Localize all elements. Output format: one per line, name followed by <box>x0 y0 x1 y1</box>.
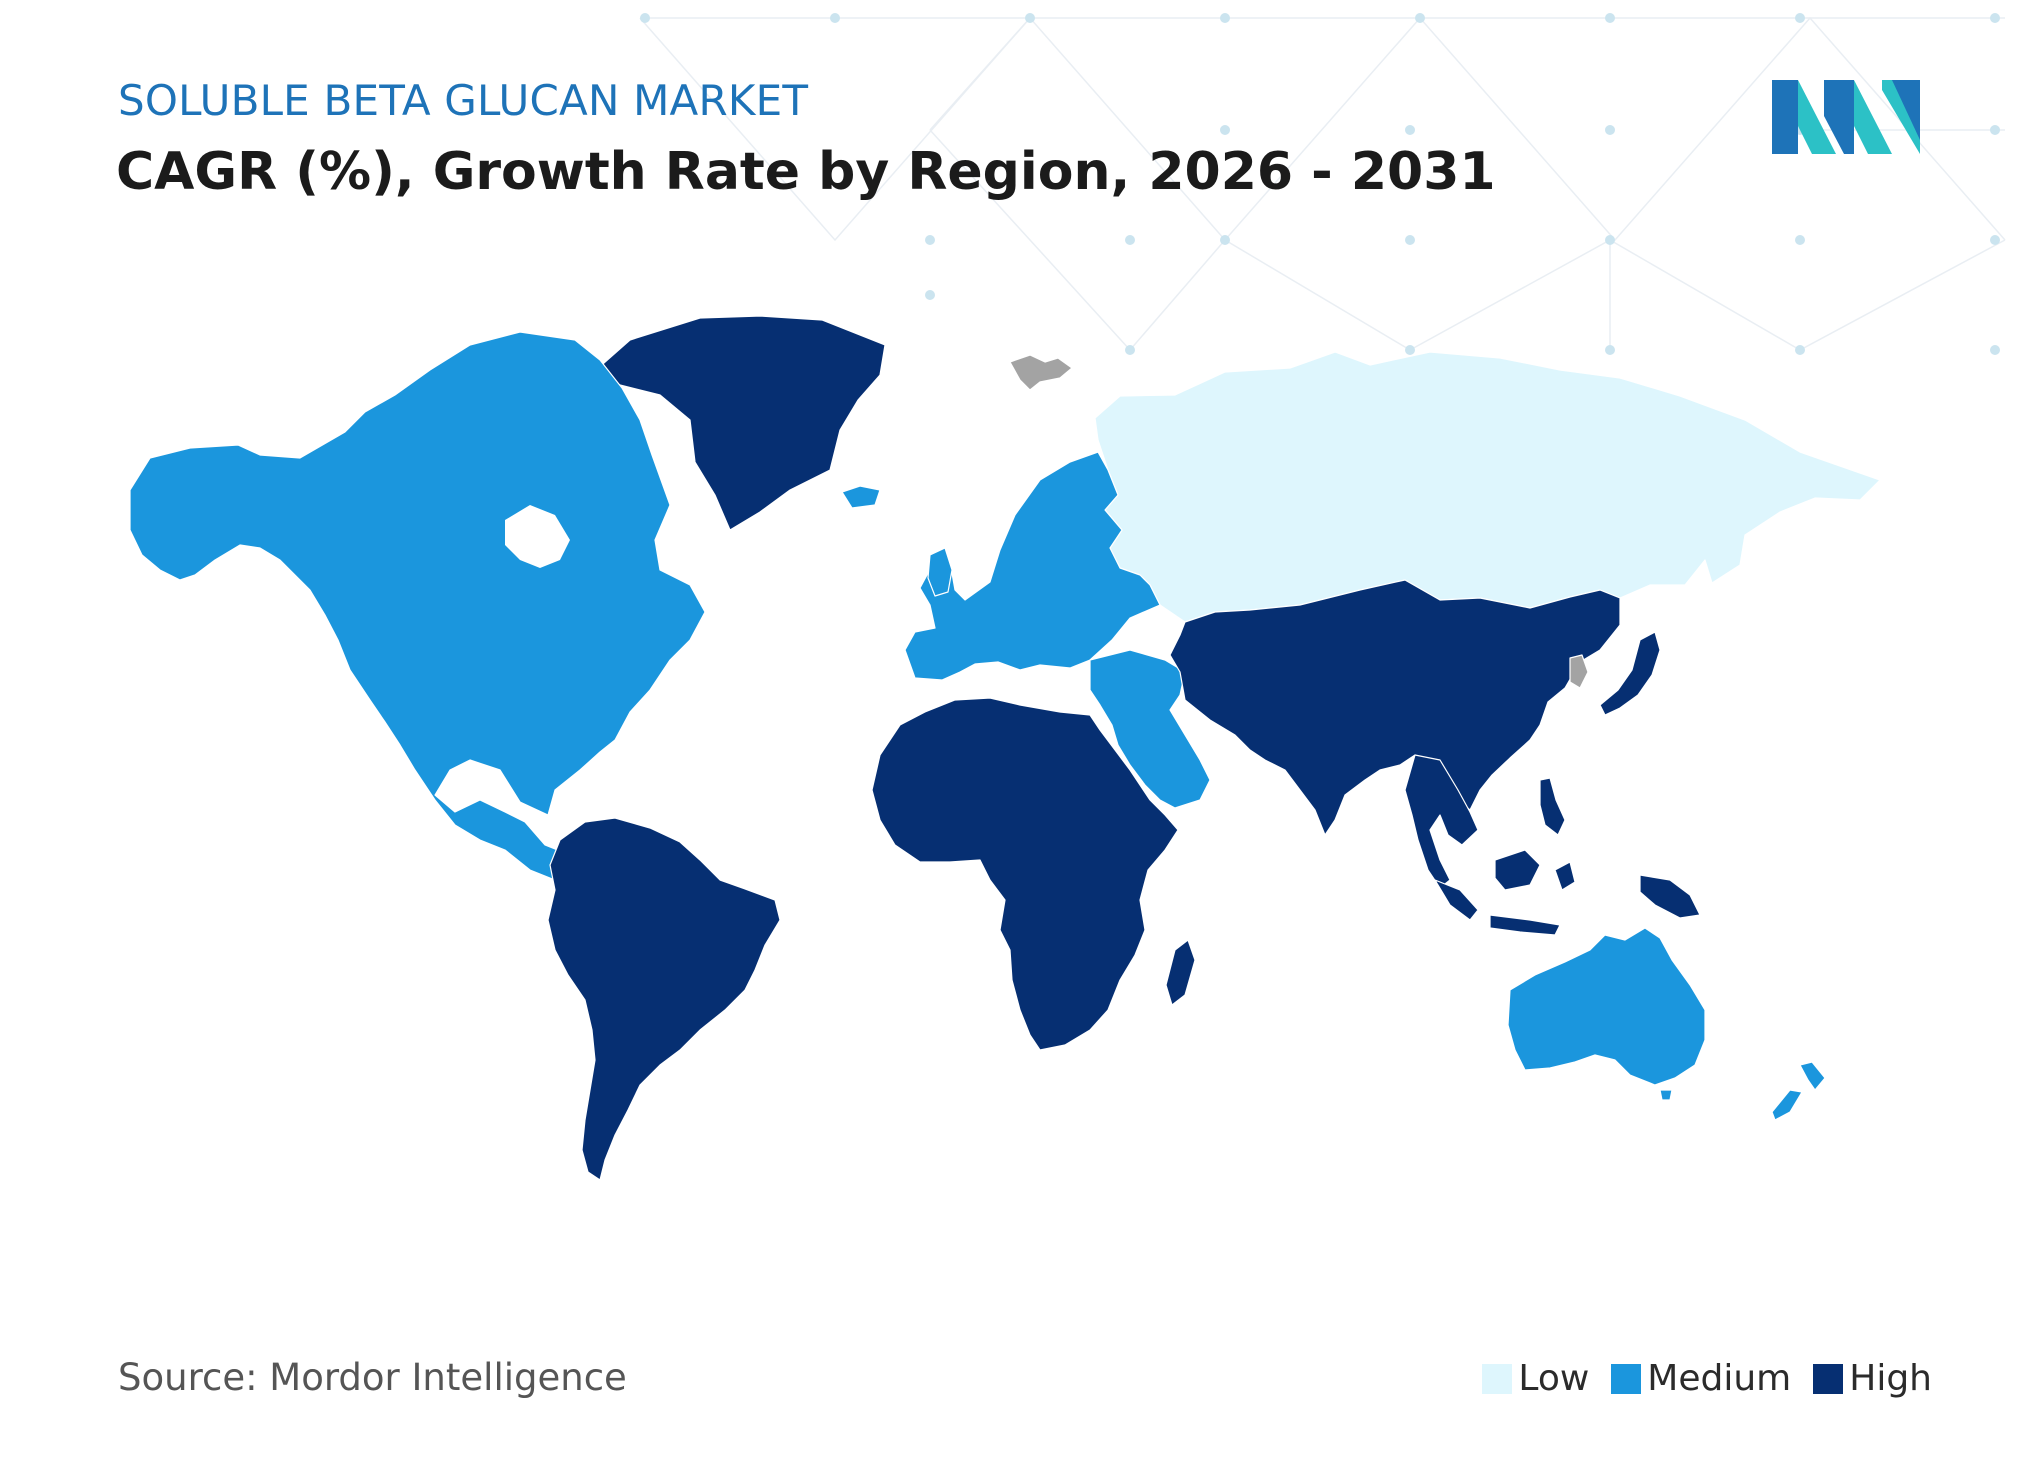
legend-label-low: Low <box>1518 1358 1590 1399</box>
legend-swatch-low <box>1482 1363 1513 1394</box>
region-africa <box>871 697 1179 1051</box>
region-greenland <box>595 315 886 531</box>
region-madagascar <box>1165 939 1196 1006</box>
chart-title: CAGR (%), Growth Rate by Region, 2026 - … <box>116 142 1496 202</box>
region-japan <box>1599 631 1661 716</box>
mordor-intelligence-logo <box>1772 80 1920 154</box>
region-new-zealand <box>1771 1061 1826 1121</box>
region-svalbard <box>1009 354 1073 391</box>
region-southeast-asia <box>1404 754 1479 889</box>
region-asia <box>1169 579 1621 836</box>
legend-label-high: High <box>1849 1358 1932 1399</box>
region-korea <box>1569 654 1589 689</box>
region-philippines <box>1539 777 1566 836</box>
region-south-america <box>547 817 781 1181</box>
legend: Low Medium High <box>1460 1358 1932 1399</box>
region-tasmania <box>1659 1089 1673 1101</box>
legend-item-medium: Medium <box>1611 1358 1791 1399</box>
legend-item-high: High <box>1813 1358 1932 1399</box>
region-indonesia <box>1434 849 1701 936</box>
region-australia <box>1507 927 1706 1086</box>
region-north-america <box>129 331 706 891</box>
legend-swatch-high <box>1813 1363 1844 1394</box>
region-uk <box>927 547 953 597</box>
legend-label-medium: Medium <box>1647 1358 1792 1399</box>
legend-item-low: Low <box>1482 1358 1589 1399</box>
hudson-bay <box>505 505 570 568</box>
chart-subtitle: SOLUBLE BETA GLUCAN MARKET <box>118 76 809 125</box>
source-attribution: Source: Mordor Intelligence <box>118 1356 627 1399</box>
legend-swatch-medium <box>1611 1363 1642 1394</box>
region-russia <box>1094 351 1881 623</box>
region-iceland <box>841 485 881 509</box>
